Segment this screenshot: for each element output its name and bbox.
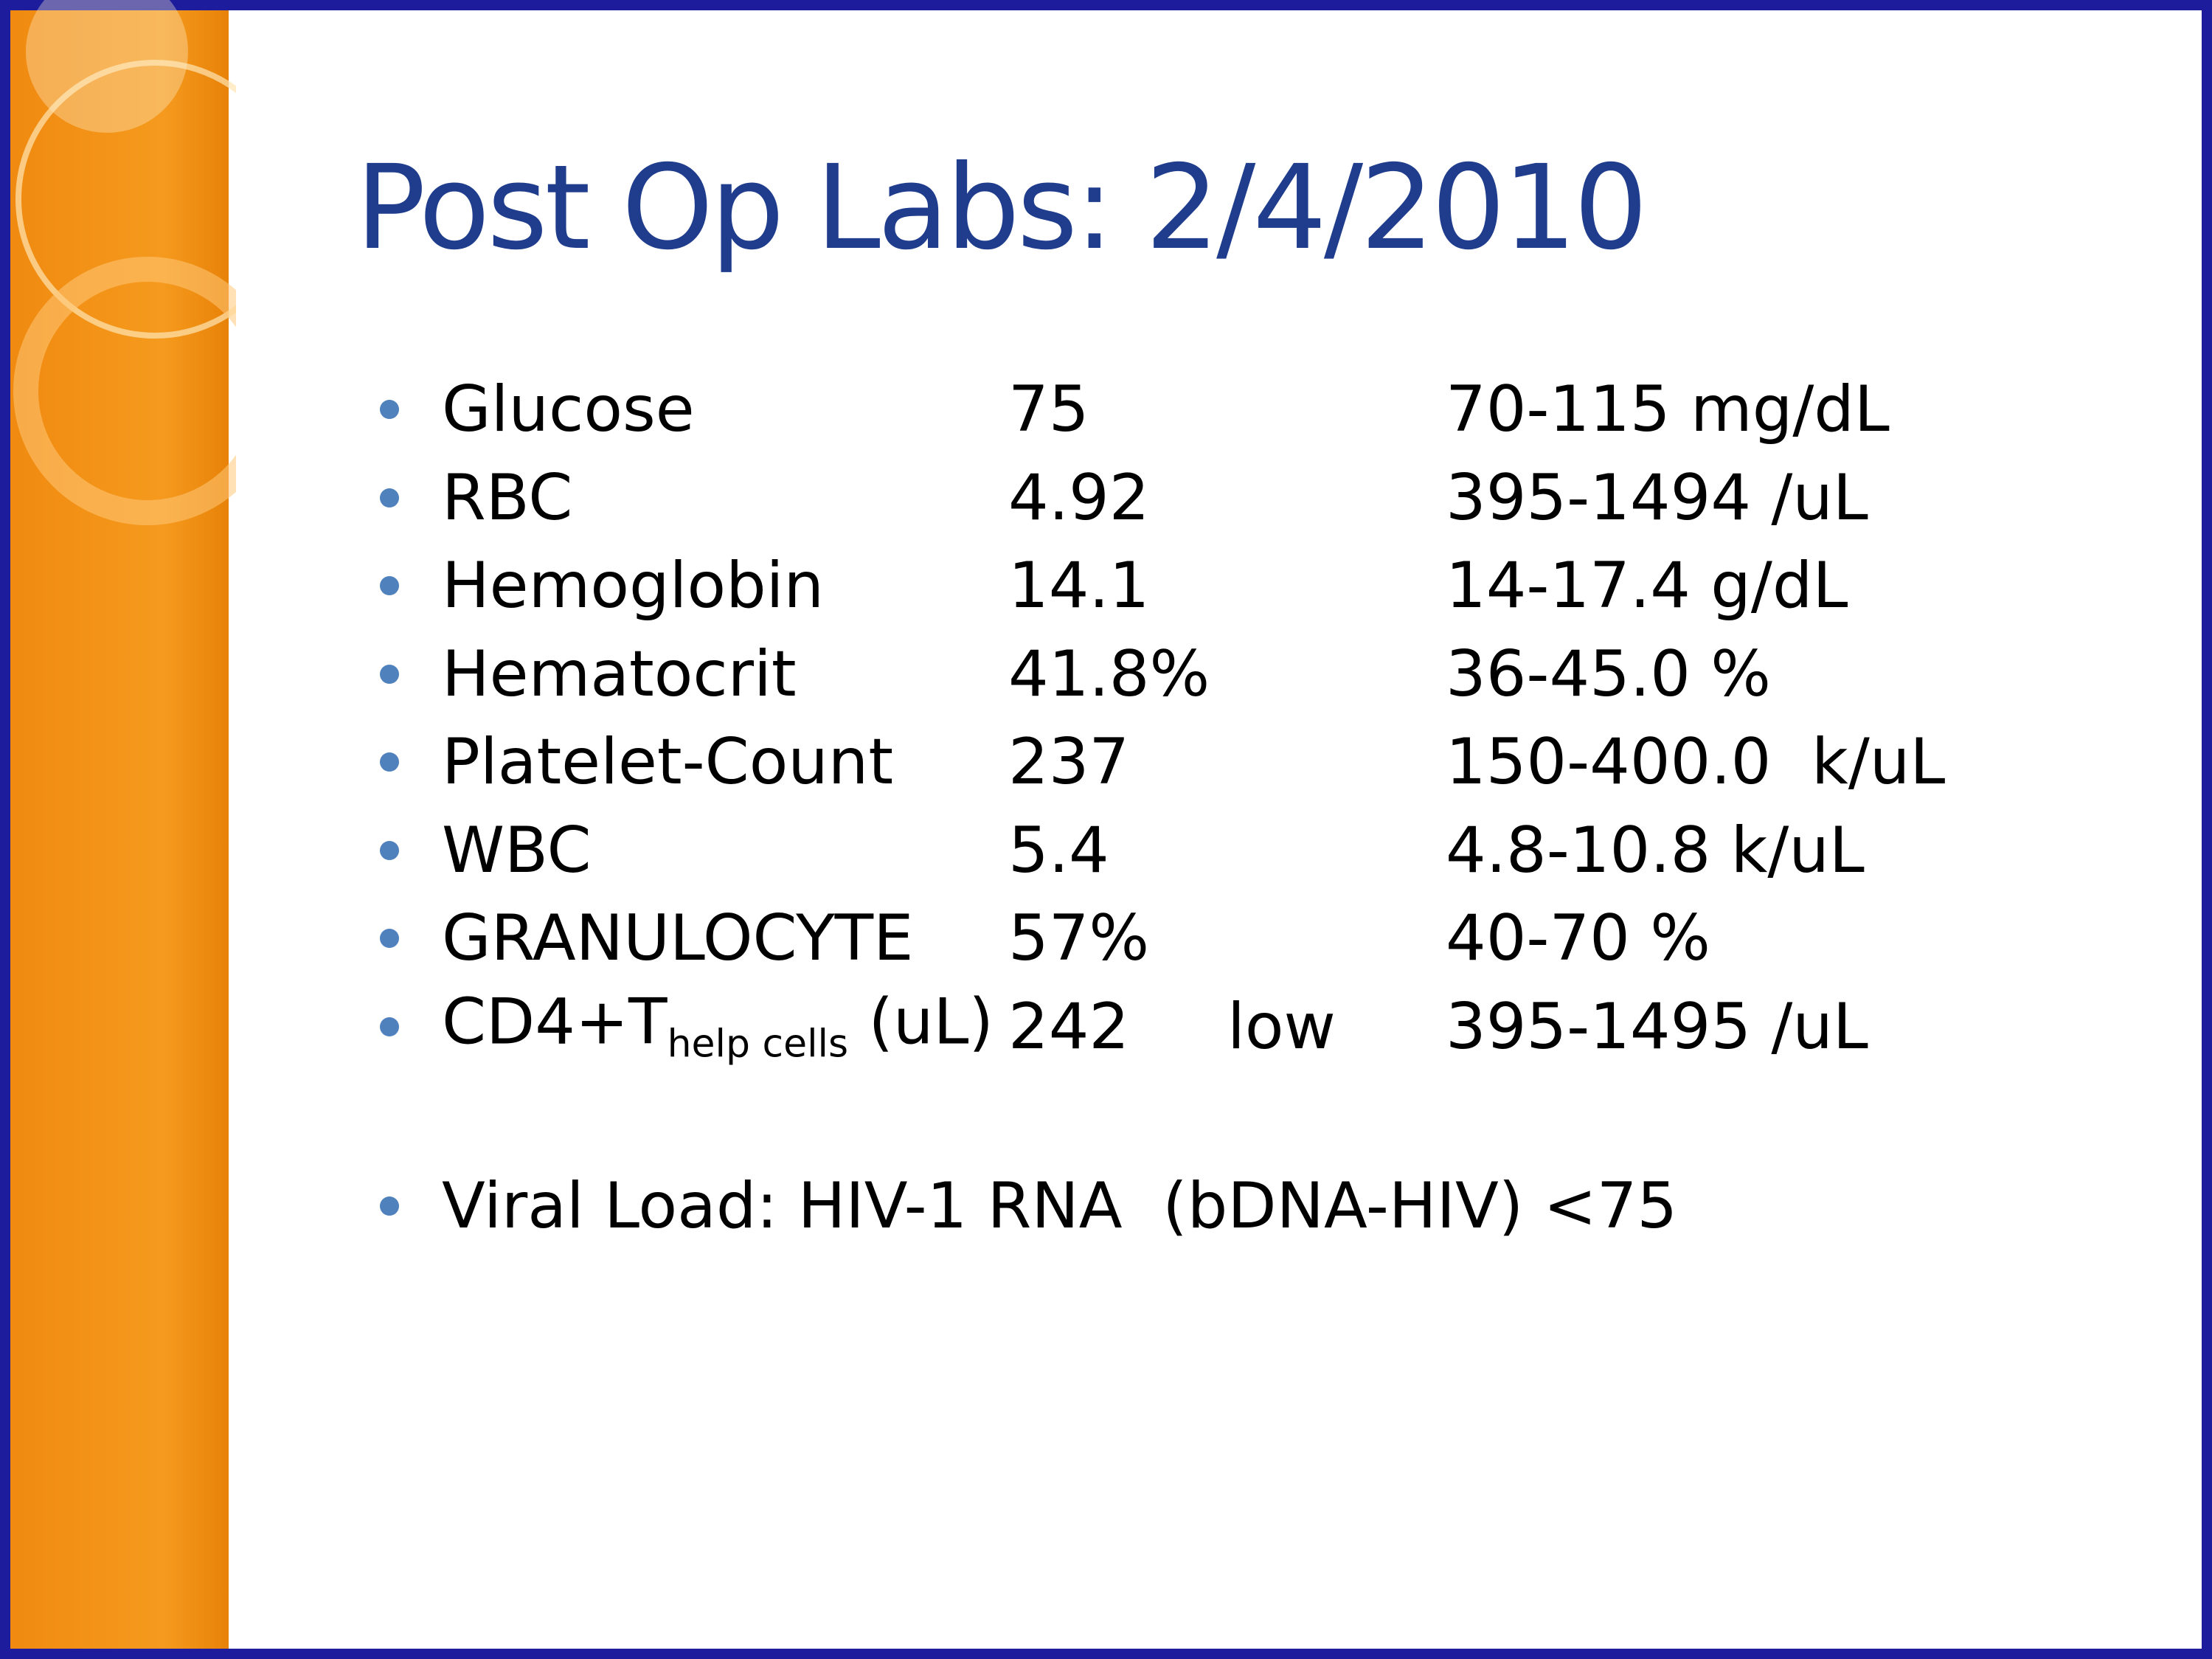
lab-value: 14.1 bbox=[1008, 549, 1150, 623]
bullet bbox=[380, 1016, 399, 1036]
lab-name: Hemoglobin bbox=[442, 554, 824, 617]
lab-value: 5.4 bbox=[1008, 813, 1109, 887]
viral-load-note: Viral Load: HIV-1 RNA (bDNA-HIV) <75 bbox=[442, 1169, 1678, 1243]
lab-name-text: RBC bbox=[442, 460, 573, 535]
lab-name-text: Hemoglobin bbox=[442, 549, 825, 623]
bullet bbox=[380, 400, 399, 419]
lab-value: 242 bbox=[1008, 989, 1130, 1064]
slide-title: Post Op Labs: 2/4/2010 bbox=[356, 140, 1648, 276]
lab-name-text: Hematocrit bbox=[442, 637, 797, 711]
lab-name-text: CD4+T bbox=[442, 985, 668, 1059]
lab-name: Platelet-Count bbox=[442, 730, 893, 794]
bullet bbox=[380, 840, 399, 860]
lab-value: 41.8% bbox=[1008, 637, 1210, 711]
lab-name-text: Platelet-Count bbox=[442, 725, 894, 799]
lab-name: WBC bbox=[442, 819, 592, 882]
lab-value: 237 bbox=[1008, 725, 1130, 799]
lab-name: Glucose bbox=[442, 378, 695, 441]
lab-value: 75 bbox=[1008, 373, 1089, 446]
lab-range: 150-400.0 k/uL bbox=[1446, 725, 1946, 799]
lab-range: 395-1494 /uL bbox=[1446, 460, 1868, 535]
lab-value: 57% bbox=[1008, 901, 1150, 975]
lab-name: RBC bbox=[442, 466, 572, 530]
lab-range: 70-115 mg/dL bbox=[1446, 373, 1890, 446]
lab-range: 36-45.0 % bbox=[1446, 637, 1772, 711]
lab-name: GRANULOCYTE bbox=[442, 907, 914, 970]
bullet bbox=[380, 664, 399, 684]
lab-value: 4.92 bbox=[1008, 460, 1150, 535]
lab-range: 40-70 % bbox=[1446, 901, 1710, 975]
lab-name: CD4+Thelp cells (uL) bbox=[442, 990, 994, 1063]
lab-range: 395-1495 /uL bbox=[1446, 989, 1868, 1064]
lab-name-text: GRANULOCYTE bbox=[442, 901, 914, 975]
lab-name-suffix: (uL) bbox=[868, 985, 994, 1059]
lab-range: 4.8-10.8 k/uL bbox=[1446, 813, 1865, 887]
bullet bbox=[380, 929, 399, 948]
lab-range: 14-17.4 g/dL bbox=[1446, 549, 1848, 623]
bullet bbox=[380, 1196, 399, 1216]
lab-name-text: WBC bbox=[442, 813, 592, 887]
lab-name: Hematocrit bbox=[442, 643, 797, 706]
lab-name-subscript: help cells bbox=[667, 1022, 849, 1066]
bullet bbox=[380, 752, 399, 772]
lab-flag: low bbox=[1227, 989, 1336, 1064]
bullet bbox=[380, 488, 399, 508]
lab-name-text: Glucose bbox=[442, 373, 695, 446]
decoration bbox=[13, 0, 236, 525]
bullet bbox=[380, 576, 399, 595]
